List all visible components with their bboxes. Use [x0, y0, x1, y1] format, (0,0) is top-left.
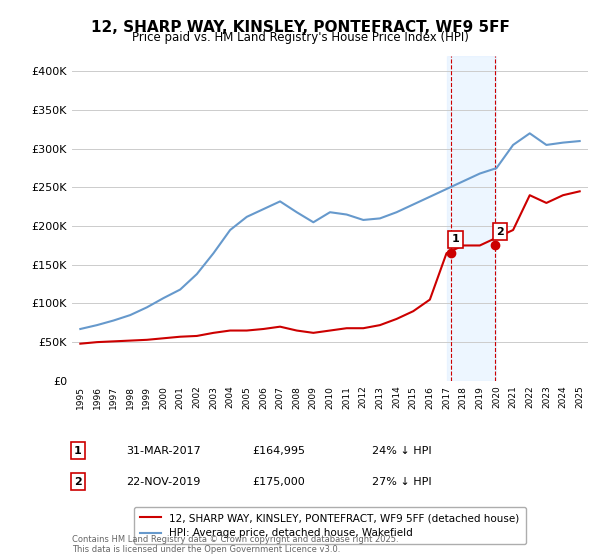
Text: 12, SHARP WAY, KINSLEY, PONTEFRACT, WF9 5FF: 12, SHARP WAY, KINSLEY, PONTEFRACT, WF9 …	[91, 20, 509, 35]
Text: Price paid vs. HM Land Registry's House Price Index (HPI): Price paid vs. HM Land Registry's House …	[131, 31, 469, 44]
Legend: 12, SHARP WAY, KINSLEY, PONTEFRACT, WF9 5FF (detached house), HPI: Average price: 12, SHARP WAY, KINSLEY, PONTEFRACT, WF9 …	[134, 507, 526, 544]
Text: 1: 1	[452, 234, 460, 244]
Text: £175,000: £175,000	[252, 477, 305, 487]
Text: 2: 2	[496, 227, 503, 236]
Text: 27% ↓ HPI: 27% ↓ HPI	[372, 477, 431, 487]
Text: 1: 1	[74, 446, 82, 456]
Text: £164,995: £164,995	[252, 446, 305, 456]
Text: 24% ↓ HPI: 24% ↓ HPI	[372, 446, 431, 456]
Text: Contains HM Land Registry data © Crown copyright and database right 2025.
This d: Contains HM Land Registry data © Crown c…	[72, 535, 398, 554]
Text: 31-MAR-2017: 31-MAR-2017	[126, 446, 201, 456]
Text: 2: 2	[74, 477, 82, 487]
Text: 22-NOV-2019: 22-NOV-2019	[126, 477, 200, 487]
Bar	[446, 56, 496, 381]
